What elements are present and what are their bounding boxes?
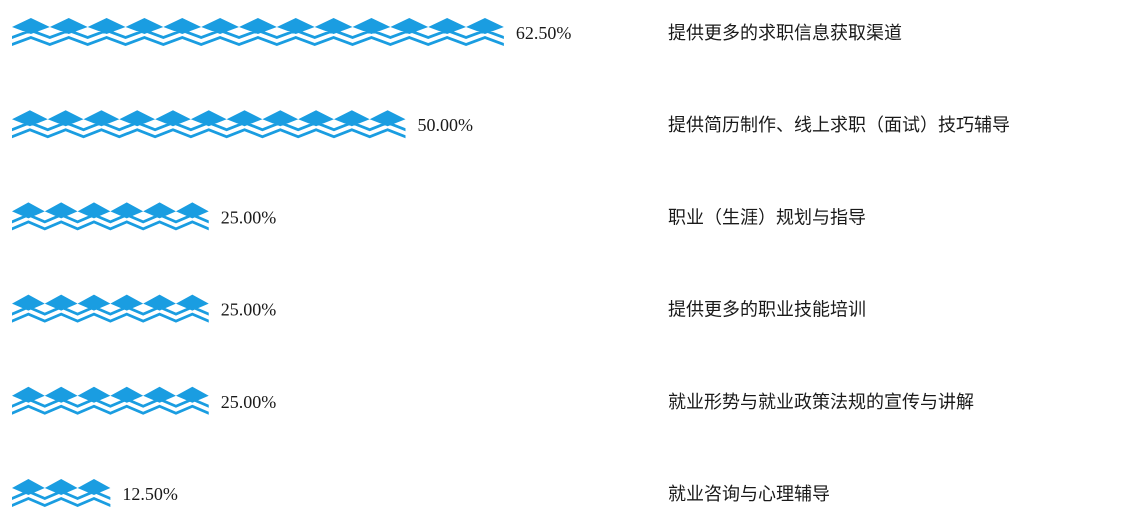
- category-label-0: 提供更多的求职信息获取渠道: [668, 23, 902, 44]
- category-label-4: 就业形势与就业政策法规的宣传与讲解: [668, 392, 974, 413]
- value-label-3: 25.00%: [221, 300, 277, 320]
- category-labels-group: 提供更多的求职信息获取渠道提供简历制作、线上求职（面试）技巧辅导职业（生涯）规划…: [668, 23, 1010, 505]
- value-label-1: 50.00%: [418, 115, 474, 135]
- value-labels-group: 62.50% 50.00% 25.00% 25.00% 25.00% 12.50%: [122, 23, 571, 504]
- value-label-4: 25.00%: [221, 392, 277, 412]
- bar-3: [12, 294, 209, 323]
- category-label-3: 提供更多的职业技能培训: [668, 300, 866, 321]
- bar-2: [12, 202, 209, 231]
- bar-5: [12, 479, 111, 507]
- value-label-5: 12.50%: [122, 484, 178, 504]
- value-label-2: 25.00%: [221, 207, 277, 227]
- bar-0: [12, 18, 504, 46]
- value-label-0: 62.50%: [516, 23, 572, 43]
- category-label-5: 就业咨询与心理辅导: [668, 484, 830, 505]
- category-label-2: 职业（生涯）规划与指导: [668, 207, 866, 228]
- bars-group: [12, 18, 504, 507]
- bar-1: [12, 110, 406, 139]
- category-label-1: 提供简历制作、线上求职（面试）技巧辅导: [668, 115, 1010, 136]
- bar-4: [12, 386, 209, 415]
